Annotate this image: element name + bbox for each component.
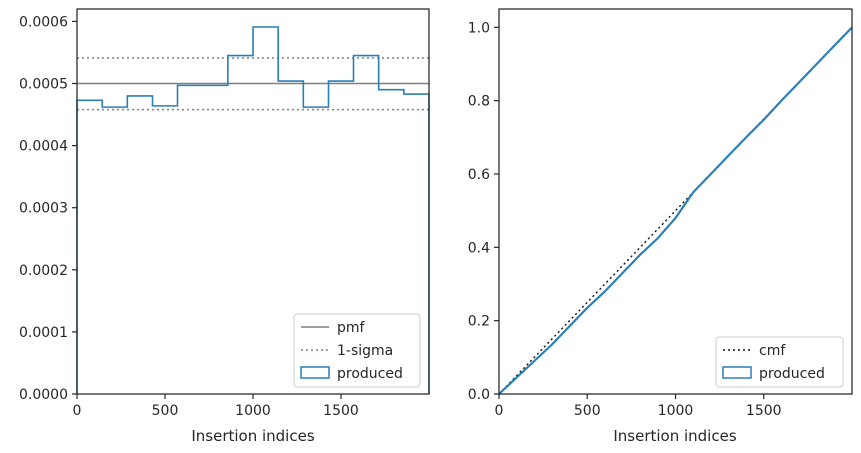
y-tick-label: 0.0006 <box>19 14 68 30</box>
x-tick-label: 0 <box>73 403 82 419</box>
legend-handle <box>300 366 330 379</box>
x-axis-title-1: Insertion indices <box>613 427 736 445</box>
y-tick-label: 0.0000 <box>19 387 68 403</box>
x-tick-label: 500 <box>152 403 179 419</box>
legend-label: cmf <box>759 343 786 359</box>
x-tick-label: 1500 <box>323 403 359 419</box>
legend-label: 1-sigma <box>337 343 393 359</box>
y-tick-label: 0.0 <box>468 387 490 403</box>
y-tick-label: 0.0001 <box>19 325 68 341</box>
y-tick-label: 0.4 <box>468 240 490 256</box>
y-tick-label: 0.0002 <box>19 263 68 279</box>
cmf-panel: 0 500 1000 1500 0.0 0.2 0.4 0.6 0.8 1.0 Insertio… <box>468 8 853 445</box>
x-axis-title-0: Insertion indices <box>191 427 314 445</box>
y-tick-label: 1.0 <box>468 20 490 36</box>
pmf-panel: 0 500 1000 1500 0.0000 0.0001 0.0002 0.0003 0.0… <box>19 8 430 445</box>
x-tick-label: 500 <box>574 403 601 419</box>
produced-histogram <box>76 26 430 394</box>
plot-area-1 <box>499 9 852 394</box>
x-tick-label: 1000 <box>658 403 694 419</box>
y-tick-label: 0.8 <box>468 94 490 110</box>
legend-0: pmf 1-sigma produced <box>293 313 421 388</box>
legend-label: produced <box>759 366 825 382</box>
produced-line <box>498 26 853 395</box>
y-tick-label: 0.0003 <box>19 201 68 217</box>
y-tick-label: 0.2 <box>468 314 490 330</box>
legend-label: pmf <box>337 320 366 336</box>
x-tick-label: 1000 <box>235 403 271 419</box>
y-tick-label: 0.6 <box>468 167 490 183</box>
legend-handle <box>722 366 752 379</box>
x-tick-label: 0 <box>495 403 504 419</box>
legend-label: produced <box>337 366 403 382</box>
x-tick-label: 1500 <box>746 403 782 419</box>
y-tick-label: 0.0005 <box>19 77 68 93</box>
legend-1: cmf produced <box>715 336 844 388</box>
y-tick-label: 0.0004 <box>19 139 68 155</box>
